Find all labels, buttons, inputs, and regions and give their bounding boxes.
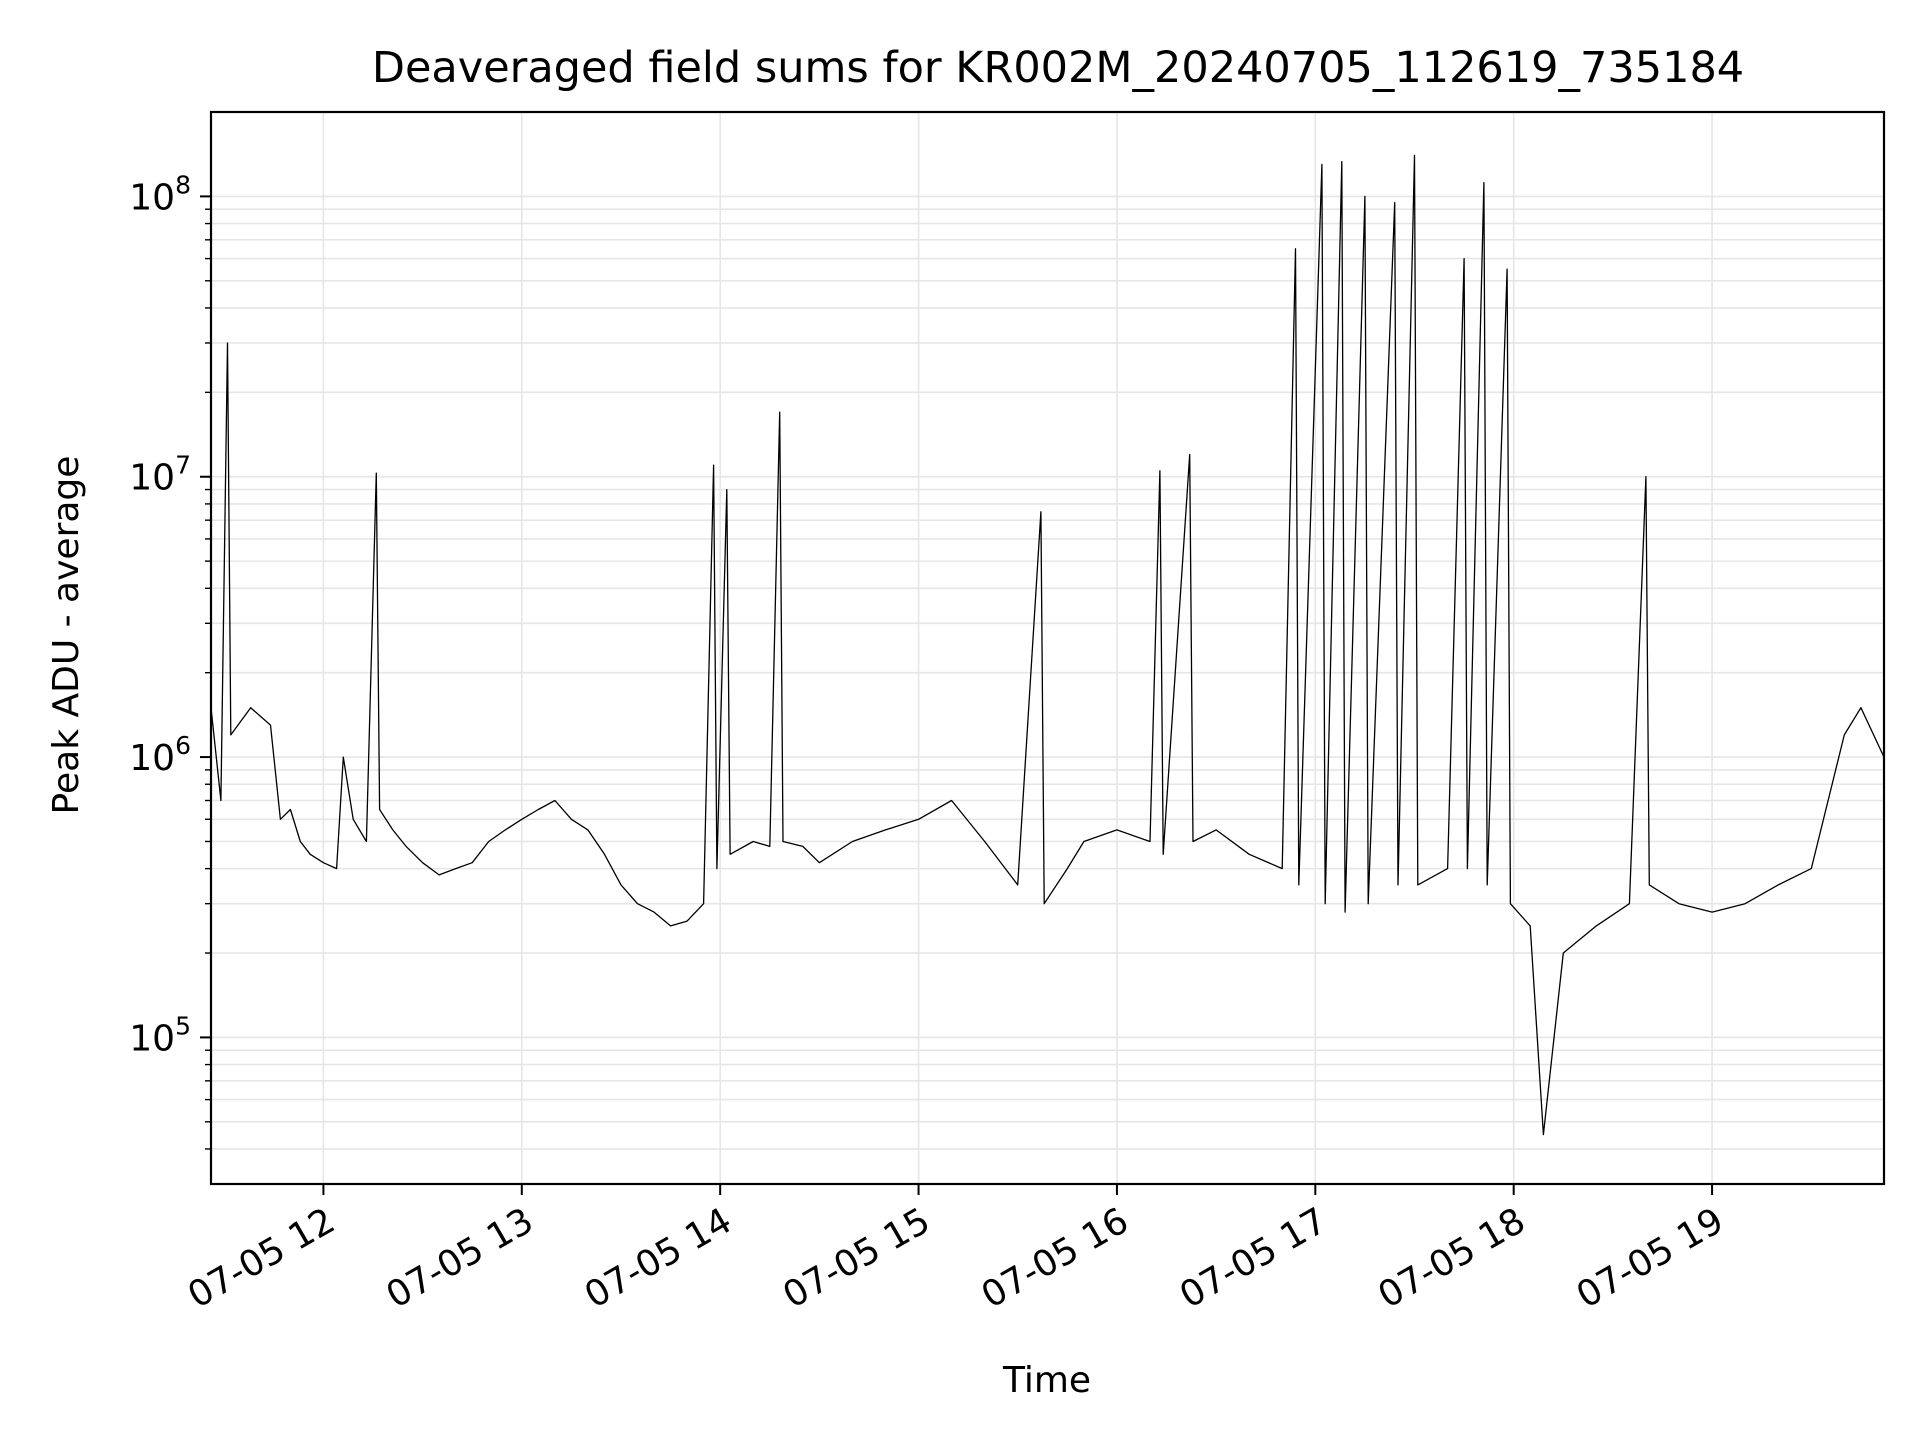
plot-frame: [209, 110, 1886, 1186]
y-axis-label: Peak ADU - average: [46, 456, 87, 815]
y-tick-label: 106: [129, 731, 191, 779]
series-line: [210, 154, 1885, 1136]
x-axis-label: Time: [1002, 1360, 1091, 1401]
y-tick-label: 105: [129, 1011, 191, 1059]
y-tick-label: 108: [129, 170, 191, 218]
y-tick-label: 107: [129, 451, 191, 499]
chart-title: Deaveraged field sums for KR002M_2024070…: [372, 43, 1744, 93]
grid-layer: [211, 112, 1884, 1184]
plot-layer: [210, 154, 1885, 1136]
